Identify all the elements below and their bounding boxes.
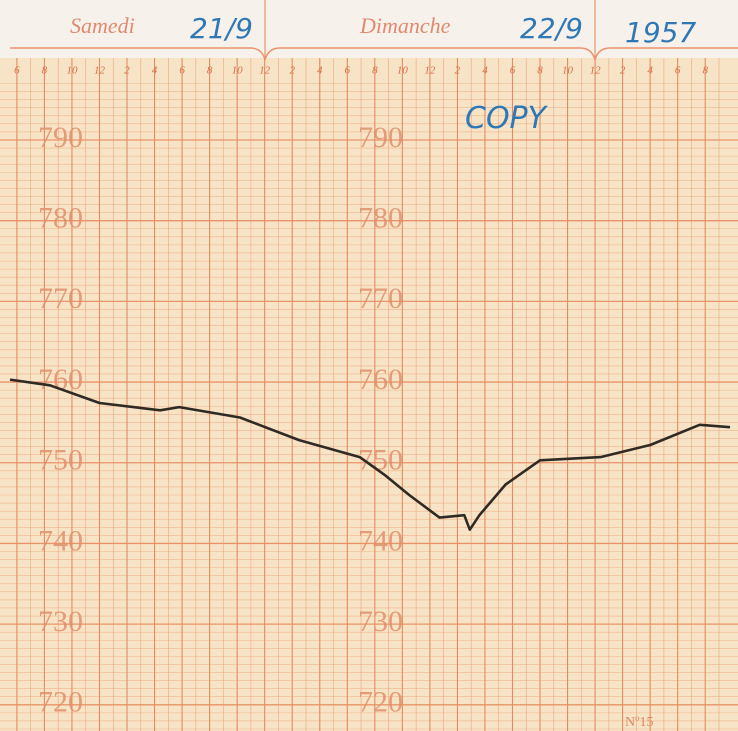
x-tick-label: 2 — [289, 65, 295, 77]
y-tick-label: 790 — [38, 121, 83, 154]
x-tick-label: 8 — [702, 65, 708, 77]
y-tick-label: 720 — [38, 686, 83, 719]
annotation: COPY — [465, 101, 549, 136]
y-tick-label: 780 — [38, 202, 83, 235]
y-tick-label: 740 — [38, 524, 83, 557]
x-tick-label: 6 — [345, 65, 351, 77]
day-name: Samedi — [70, 13, 135, 38]
x-tick-label: 10 — [66, 65, 78, 77]
x-tick-label: 10 — [562, 65, 574, 77]
y-tick-label: 750 — [38, 444, 83, 477]
y-tick-label: 770 — [38, 282, 83, 315]
x-tick-label: 12 — [424, 65, 436, 77]
x-tick-label: 4 — [317, 65, 323, 77]
x-tick-label: 12 — [259, 65, 271, 77]
x-tick-label: 6 — [179, 65, 185, 77]
x-tick-label: 10 — [397, 65, 409, 77]
day-date: 22/9 — [520, 12, 583, 45]
day-name: Dimanche — [359, 13, 451, 38]
footer-number: Nº15 — [625, 715, 653, 730]
y-tick-label: 770 — [358, 282, 403, 315]
x-tick-label: 6 — [510, 65, 516, 77]
y-tick-label: 760 — [358, 363, 403, 396]
y-tick-label: 720 — [358, 686, 403, 719]
x-tick-label: 8 — [537, 65, 543, 77]
y-tick-label: 780 — [358, 202, 403, 235]
x-tick-label: 8 — [372, 65, 378, 77]
x-tick-label: 6 — [675, 65, 681, 77]
x-tick-label: 10 — [232, 65, 244, 77]
y-tick-label: 730 — [358, 605, 403, 638]
x-tick-label: 12 — [94, 65, 106, 77]
year: 1957 — [625, 16, 696, 49]
y-tick-label: 760 — [38, 363, 83, 396]
x-tick-label: 8 — [207, 65, 213, 77]
day-date: 21/9 — [190, 12, 253, 45]
x-tick-label: 2 — [455, 65, 461, 77]
x-tick-label: 2 — [620, 65, 626, 77]
x-tick-label: 4 — [647, 65, 653, 77]
y-tick-label: 730 — [38, 605, 83, 638]
x-tick-label: 4 — [152, 65, 158, 77]
x-tick-label: 4 — [482, 65, 488, 77]
x-tick-label: 8 — [42, 65, 48, 77]
x-tick-label: 12 — [590, 65, 602, 77]
x-tick-label: 2 — [124, 65, 130, 77]
y-tick-label: 790 — [358, 121, 403, 154]
x-tick-label: 6 — [14, 65, 20, 77]
y-tick-label: 740 — [358, 524, 403, 557]
barograph-chart: Samedi 21/9 Dimanche 22/9 1957 COPY Nº15… — [0, 0, 738, 731]
